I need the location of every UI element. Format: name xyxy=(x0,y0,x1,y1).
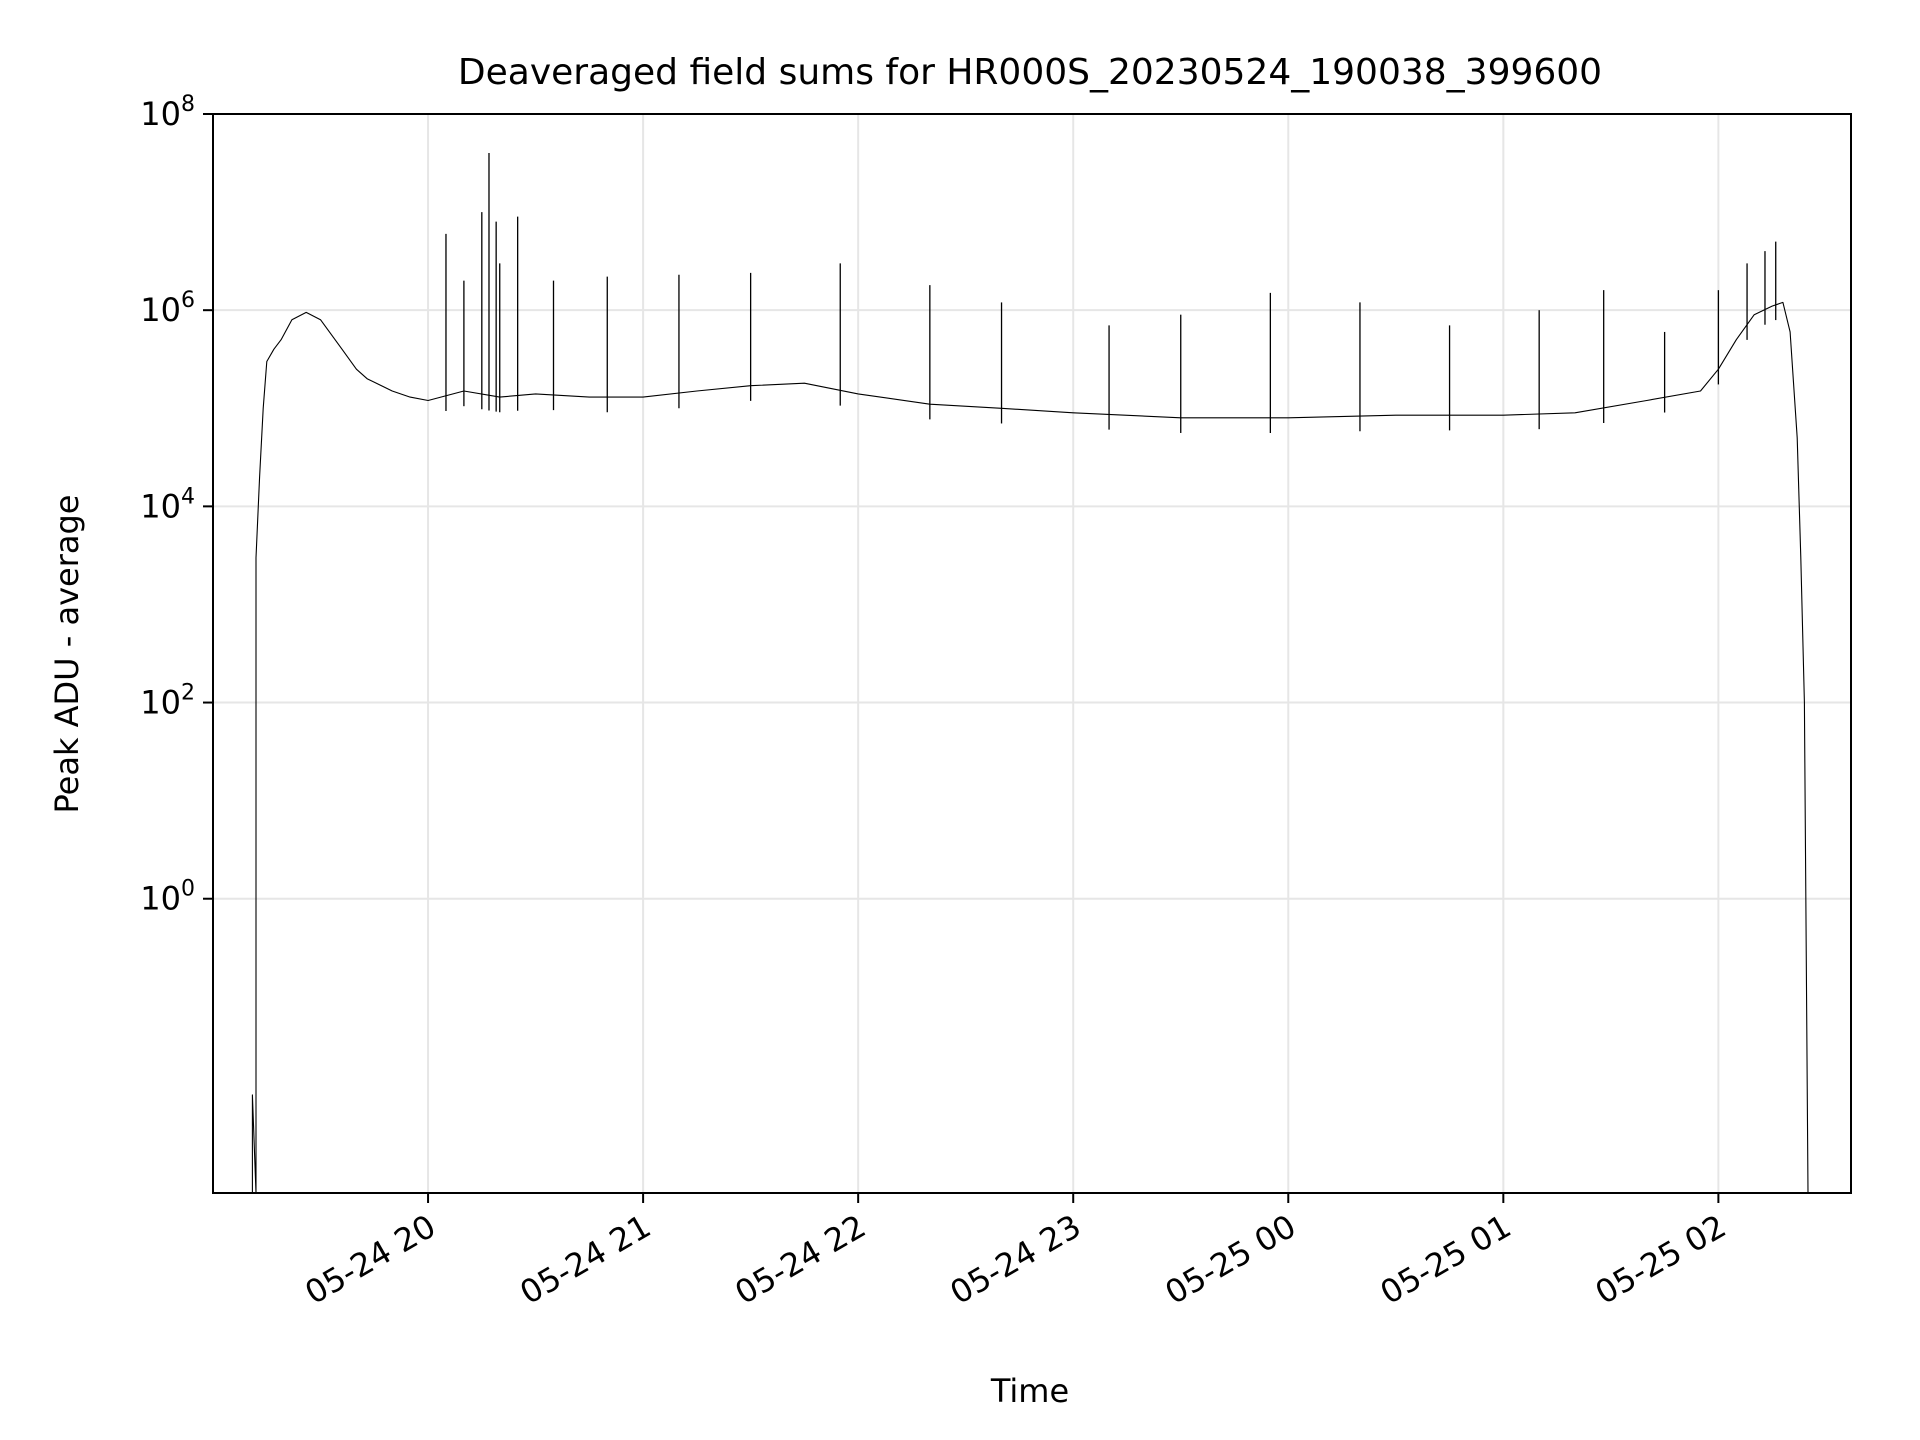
y-tick-label: 104 xyxy=(140,484,195,525)
y-axis-label: Peak ADU - average xyxy=(48,495,86,814)
x-axis-label: Time xyxy=(990,1372,1069,1410)
spikes xyxy=(445,153,1777,433)
y-tick-label: 106 xyxy=(140,288,195,329)
chart-title: Deaveraged field sums for HR000S_2023052… xyxy=(458,52,1602,93)
y-tick-label: 100 xyxy=(140,877,195,918)
series-line xyxy=(251,301,1809,1194)
plot-frame xyxy=(212,113,1852,1194)
y-axis: 100 102 104 106 108 xyxy=(140,92,213,918)
y-tick-label: 108 xyxy=(140,92,195,133)
y-tick-label: 102 xyxy=(140,681,195,722)
